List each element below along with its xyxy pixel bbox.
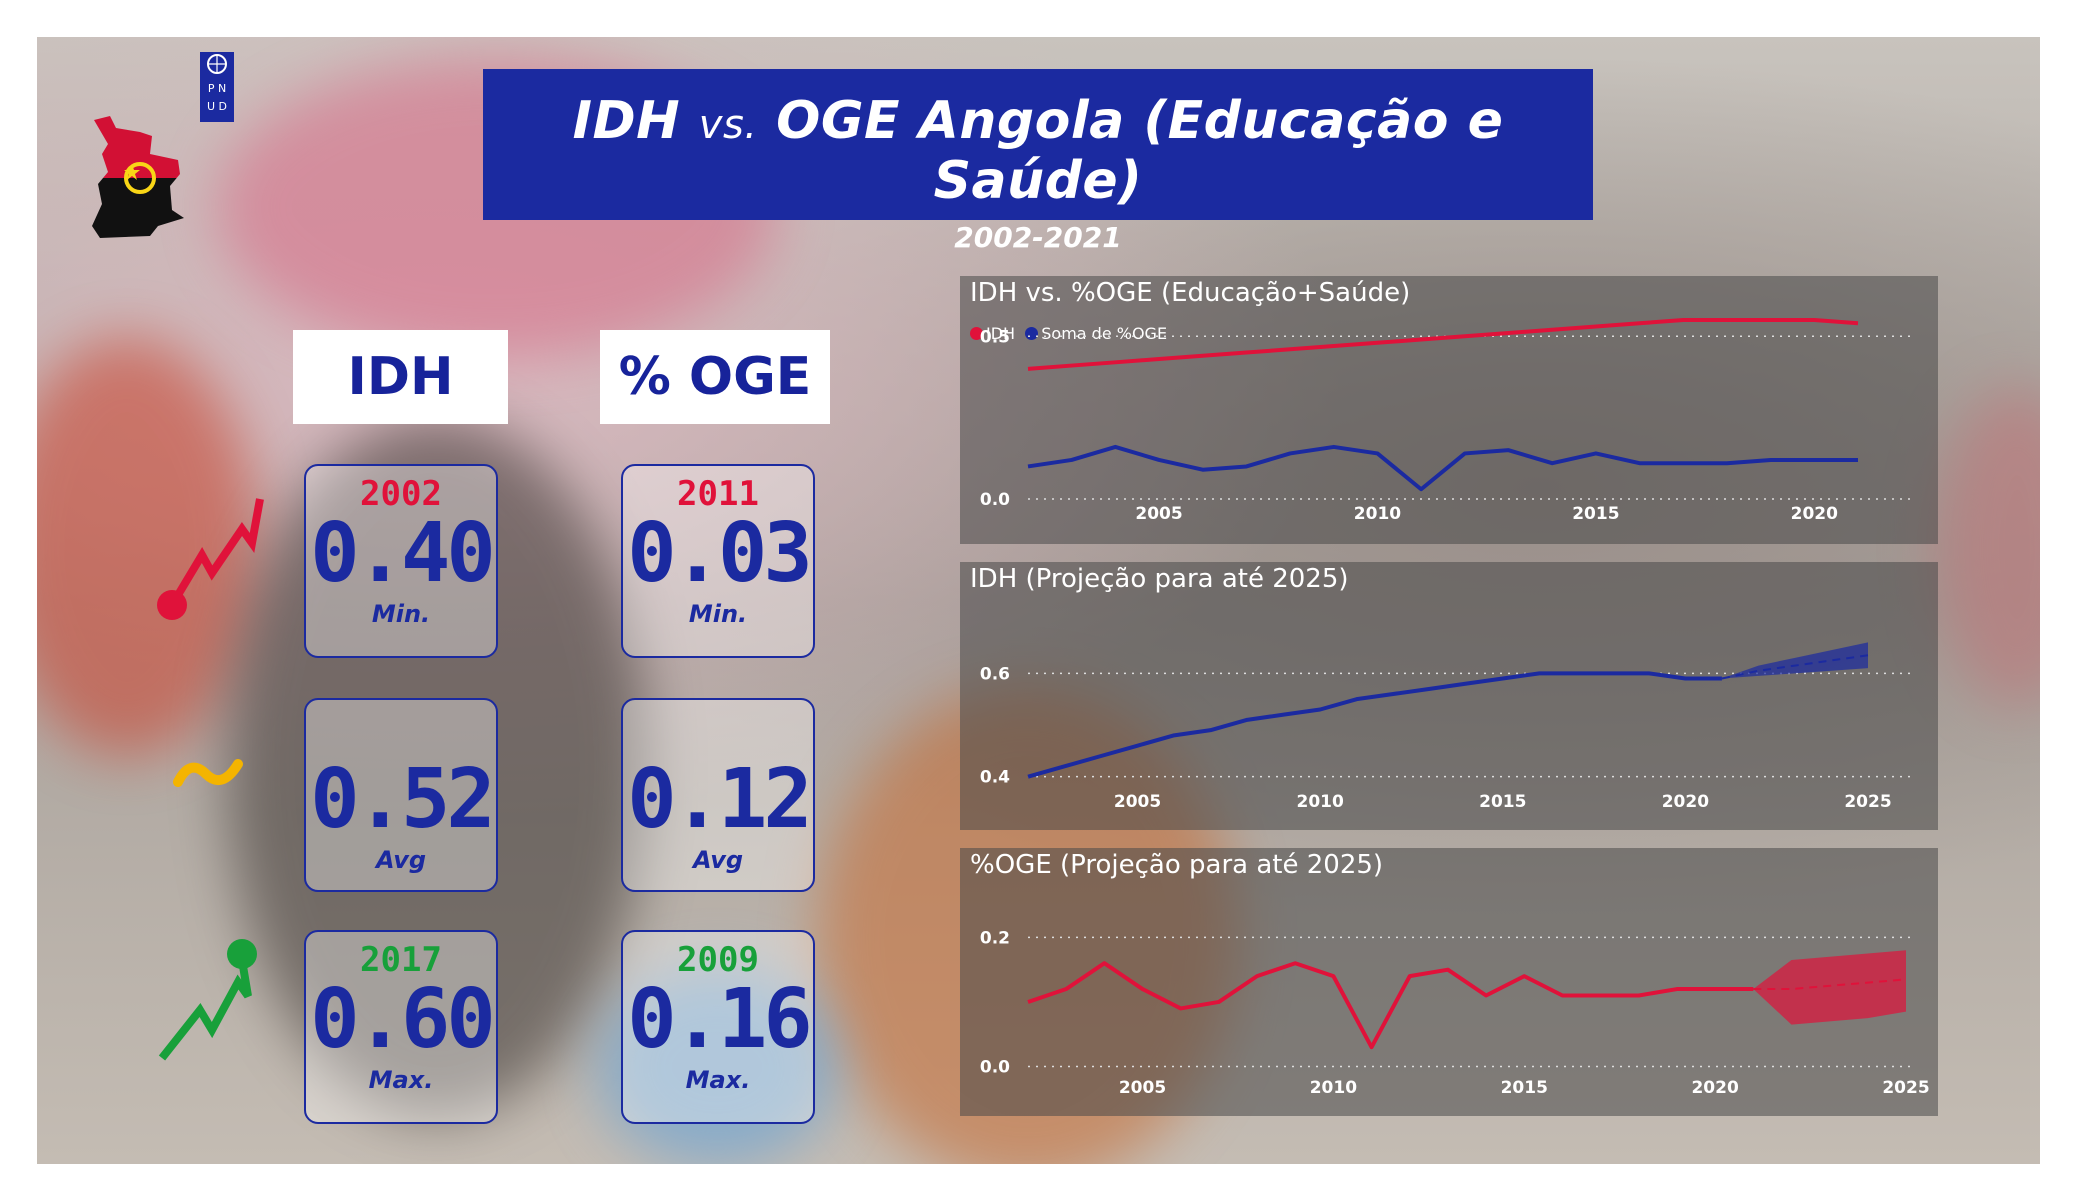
chart-title: IDH vs. %OGE (Educação+Saúde) — [970, 278, 1411, 308]
page-subtitle: 2002-2021 — [954, 221, 1122, 254]
x-tick-label: 2025 — [1844, 792, 1891, 812]
series-line--oge — [1027, 961, 1754, 1050]
trend-flat-icon — [173, 759, 243, 787]
kpi-value: 0.12 — [627, 752, 812, 847]
series-line-idh — [1027, 671, 1722, 779]
kpi-label: Min. — [371, 600, 431, 628]
y-tick-label: 0.6 — [980, 664, 1010, 684]
legend-oge[interactable]: Soma de %OGE — [1041, 324, 1168, 343]
kpi-year — [306, 708, 496, 748]
kpi-label: Max. — [368, 1066, 434, 1094]
x-tick-label: 2010 — [1297, 792, 1344, 812]
y-tick-label: 0.4 — [980, 768, 1010, 788]
kpi-label: Max. — [685, 1066, 751, 1094]
trend-down-icon — [157, 498, 264, 620]
x-tick-label: 2005 — [1119, 1078, 1166, 1098]
kpi-label: Min. — [688, 600, 748, 628]
chart-oge-projection: 0.0 0.2 2005 2010 2015 2020 2025 — [980, 928, 1930, 1098]
series-line-soma-de-oge — [1027, 444, 1858, 492]
kpi-year — [623, 708, 813, 748]
kpi-year: 2002 — [360, 474, 442, 514]
x-tick-label: 2010 — [1310, 1078, 1357, 1098]
chart-title: IDH (Projeção para até 2025) — [970, 564, 1349, 594]
kpi-oge-avg: 0.12 Avg — [621, 698, 815, 892]
kpi-value: 0.60 — [310, 972, 495, 1067]
forecast-band — [1721, 642, 1868, 679]
title-banner: IDH vs. OGE Angola (Educação e Saúde) 20… — [483, 69, 1593, 254]
trend-up-icon — [158, 939, 257, 1061]
chart-title: %OGE (Projeção para até 2025) — [970, 850, 1384, 880]
x-tick-label: 2020 — [1691, 1078, 1738, 1098]
kpi-idh-min: 2002 0.40 Min. — [304, 464, 498, 658]
kpi-year: 2009 — [677, 940, 759, 980]
x-tick-label: 2010 — [1354, 504, 1401, 524]
chart-idh-vs-oge: 0.0 0.5 2005 2010 2015 2020 — [980, 318, 1910, 524]
chart-legend: IDH Soma de %OGE — [970, 324, 1167, 343]
kpi-oge-min: 2011 0.03 Min. — [621, 464, 815, 658]
kpi-label: Avg — [375, 846, 427, 874]
chart-panel-oge-projection: %OGE (Projeção para até 2025) 0.0 0.2 2005… — [960, 848, 1938, 1116]
kpi-value: 0.40 — [310, 506, 495, 601]
series-line-idh — [1027, 318, 1859, 371]
y-tick-label: 0.5 — [980, 327, 1010, 347]
chart-panel-idh-projection: IDH (Projeção para até 2025) 0.4 0.6 2005 2… — [960, 562, 1938, 830]
x-tick-label: 2025 — [1882, 1078, 1929, 1098]
kpi-idh-max: 2017 0.60 Max. — [304, 930, 498, 1124]
x-tick-label: 2005 — [1114, 792, 1161, 812]
kpi-year: 2011 — [677, 474, 759, 514]
page-title: IDH vs. OGE Angola (Educação e Saúde) — [572, 91, 1504, 211]
chart-idh-projection: 0.4 0.6 2005 2010 2015 2020 2025 — [980, 642, 1910, 812]
kpi-value: 0.52 — [310, 752, 495, 847]
idh-header: IDH — [293, 330, 508, 424]
angola-flag-map-icon — [92, 116, 184, 238]
forecast-line — [1721, 654, 1869, 680]
legend-dot-red — [970, 327, 983, 340]
forecast-band — [1753, 950, 1906, 1025]
kpi-year: 2017 — [360, 940, 442, 980]
x-tick-label: 2015 — [1572, 504, 1619, 524]
kpi-idh-avg: 0.52 Avg — [304, 698, 498, 892]
kpi-oge-max: 2009 0.16 Max. — [621, 930, 815, 1124]
undp-logo-text: P N — [208, 82, 226, 95]
undp-logo-text-2: U D — [207, 100, 227, 113]
kpi-label: Avg — [692, 846, 744, 874]
x-tick-label: 2005 — [1135, 504, 1182, 524]
y-tick-label: 0.2 — [980, 928, 1010, 948]
x-tick-label: 2015 — [1479, 792, 1526, 812]
y-tick-label: 0.0 — [980, 490, 1010, 510]
kpi-value: 0.16 — [627, 972, 812, 1067]
legend-idh[interactable]: IDH — [986, 324, 1016, 343]
oge-header: % OGE — [600, 330, 830, 424]
forecast-line — [1753, 978, 1907, 991]
x-tick-label: 2015 — [1501, 1078, 1548, 1098]
y-tick-label: 0.0 — [980, 1058, 1010, 1078]
undp-logo-icon: P N U D — [200, 52, 234, 122]
kpi-value: 0.03 — [627, 506, 812, 601]
chart-panel-idh-vs-oge: IDH vs. %OGE (Educação+Saúde) IDH Soma d… — [960, 276, 1938, 544]
x-tick-label: 2020 — [1662, 792, 1709, 812]
x-tick-label: 2020 — [1791, 504, 1838, 524]
